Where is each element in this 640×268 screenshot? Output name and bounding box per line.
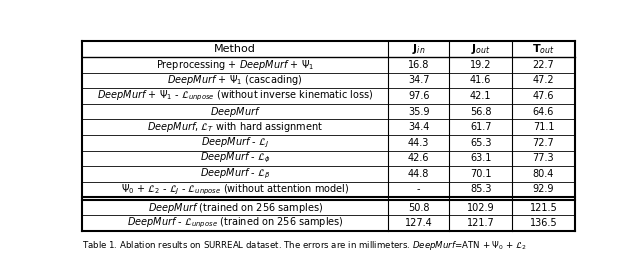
Text: 41.6: 41.6 bbox=[470, 75, 492, 85]
Text: $\mathbf{J}_{out}$: $\mathbf{J}_{out}$ bbox=[471, 42, 491, 56]
Text: 71.1: 71.1 bbox=[532, 122, 554, 132]
Text: 34.7: 34.7 bbox=[408, 75, 429, 85]
Text: 61.7: 61.7 bbox=[470, 122, 492, 132]
Text: 35.9: 35.9 bbox=[408, 107, 429, 117]
Text: $\mathit{DeepMurf}$ - $\mathcal{L}_J$: $\mathit{DeepMurf}$ - $\mathcal{L}_J$ bbox=[201, 136, 269, 150]
Text: 136.5: 136.5 bbox=[530, 218, 557, 228]
Text: 77.3: 77.3 bbox=[532, 153, 554, 163]
Text: 47.2: 47.2 bbox=[532, 75, 554, 85]
Text: 44.8: 44.8 bbox=[408, 169, 429, 179]
Text: 50.8: 50.8 bbox=[408, 203, 429, 213]
Text: Table 1. Ablation results on SURREAL dataset. The errors are in millimeters. $\m: Table 1. Ablation results on SURREAL dat… bbox=[83, 239, 527, 252]
Text: 70.1: 70.1 bbox=[470, 169, 492, 179]
Text: $\mathit{DeepMurf}$ - $\mathcal{L}_{unpose}$ (trained on 256 samples): $\mathit{DeepMurf}$ - $\mathcal{L}_{unpo… bbox=[127, 216, 344, 230]
Text: 47.6: 47.6 bbox=[532, 91, 554, 101]
Text: 34.4: 34.4 bbox=[408, 122, 429, 132]
Text: 22.7: 22.7 bbox=[532, 60, 554, 70]
Text: $\mathbf{T}_{out}$: $\mathbf{T}_{out}$ bbox=[532, 42, 555, 56]
Text: 65.3: 65.3 bbox=[470, 138, 492, 148]
Text: -: - bbox=[417, 184, 420, 195]
Text: $\mathit{DeepMurf}$ + $\Psi_1$ - $\mathcal{L}_{unpose}$ (without inverse kinemat: $\mathit{DeepMurf}$ + $\Psi_1$ - $\mathc… bbox=[97, 89, 374, 103]
Text: 97.6: 97.6 bbox=[408, 91, 429, 101]
Text: 19.2: 19.2 bbox=[470, 60, 492, 70]
Text: $\mathbf{J}_{in}$: $\mathbf{J}_{in}$ bbox=[412, 42, 426, 56]
Text: Preprocessing + $\mathit{DeepMurf}$ + $\Psi_1$: Preprocessing + $\mathit{DeepMurf}$ + $\… bbox=[156, 58, 314, 72]
Text: 42.6: 42.6 bbox=[408, 153, 429, 163]
Text: 127.4: 127.4 bbox=[404, 218, 433, 228]
Text: 121.7: 121.7 bbox=[467, 218, 495, 228]
Text: $\Psi_0$ + $\mathcal{L}_2$ - $\mathcal{L}_J$ - $\mathcal{L}_{unpose}$ (without a: $\Psi_0$ + $\mathcal{L}_2$ - $\mathcal{L… bbox=[121, 182, 349, 197]
Text: 42.1: 42.1 bbox=[470, 91, 492, 101]
Text: 56.8: 56.8 bbox=[470, 107, 492, 117]
Text: 44.3: 44.3 bbox=[408, 138, 429, 148]
Text: $\mathit{DeepMurf}$ - $\mathcal{L}_\beta$: $\mathit{DeepMurf}$ - $\mathcal{L}_\beta… bbox=[200, 167, 270, 181]
Text: 64.6: 64.6 bbox=[532, 107, 554, 117]
Text: 16.8: 16.8 bbox=[408, 60, 429, 70]
Text: $\mathit{DeepMurf}$ (trained on 256 samples): $\mathit{DeepMurf}$ (trained on 256 samp… bbox=[148, 200, 323, 214]
Text: 92.9: 92.9 bbox=[532, 184, 554, 195]
Text: 121.5: 121.5 bbox=[530, 203, 557, 213]
Text: 102.9: 102.9 bbox=[467, 203, 495, 213]
Text: 72.7: 72.7 bbox=[532, 138, 554, 148]
Text: 85.3: 85.3 bbox=[470, 184, 492, 195]
Text: $\mathit{DeepMurf}$ + $\Psi_1$ (cascading): $\mathit{DeepMurf}$ + $\Psi_1$ (cascadin… bbox=[168, 73, 303, 87]
Text: $\mathit{DeepMurf}$: $\mathit{DeepMurf}$ bbox=[210, 105, 260, 118]
Text: 80.4: 80.4 bbox=[532, 169, 554, 179]
Text: $\mathit{DeepMurf}$, $\mathcal{L}_T$ with hard assignment: $\mathit{DeepMurf}$, $\mathcal{L}_T$ wit… bbox=[147, 120, 323, 134]
Text: Method: Method bbox=[214, 44, 256, 54]
Text: $\mathit{DeepMurf}$ - $\mathcal{L}_\phi$: $\mathit{DeepMurf}$ - $\mathcal{L}_\phi$ bbox=[200, 151, 271, 166]
Text: 63.1: 63.1 bbox=[470, 153, 492, 163]
